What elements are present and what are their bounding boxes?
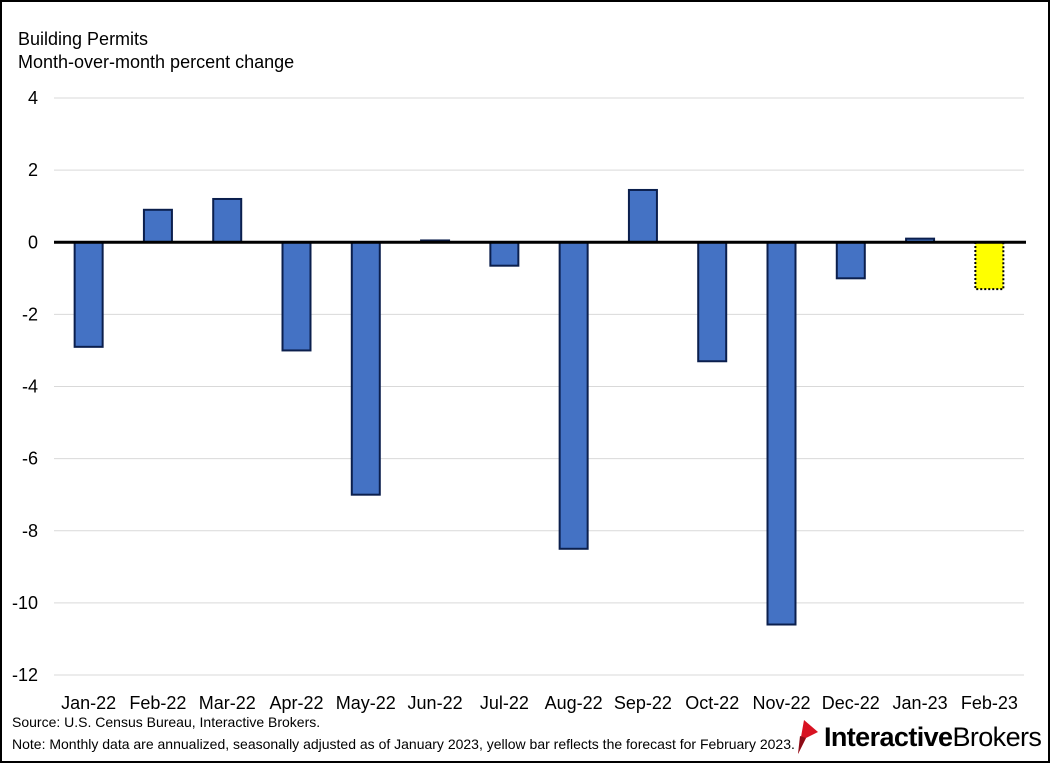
data-bar xyxy=(142,208,173,244)
y-tick-label: -10 xyxy=(12,593,38,613)
data-bar xyxy=(835,241,866,280)
data-bar xyxy=(766,241,797,626)
x-tick-label: Jan-23 xyxy=(893,693,948,713)
data-bar xyxy=(558,241,589,550)
x-tick-label: Sep-22 xyxy=(614,693,672,713)
data-bar xyxy=(212,197,243,244)
x-tick-label: Jan-22 xyxy=(61,693,116,713)
methodology-note: Note: Monthly data are annualized, seaso… xyxy=(12,736,795,752)
x-tick-label: Mar-22 xyxy=(199,693,256,713)
x-tick-label: Jul-22 xyxy=(480,693,529,713)
x-tick-label: Nov-22 xyxy=(752,693,810,713)
chart-subtitle: Month-over-month percent change xyxy=(18,52,295,72)
source-note: Source: U.S. Census Bureau, Interactive … xyxy=(12,714,321,730)
y-tick-label: -6 xyxy=(22,449,38,469)
x-tick-label: Jun-22 xyxy=(408,693,463,713)
x-tick-label: Oct-22 xyxy=(685,693,739,713)
y-tick-label: 4 xyxy=(28,88,38,108)
y-tick-label: -4 xyxy=(22,377,38,397)
y-tick-label: -12 xyxy=(12,665,38,685)
chart-title-block: Building Permits Month-over-month percen… xyxy=(18,28,294,74)
brokers-flag-icon xyxy=(798,720,818,754)
interactive-brokers-logo: InteractiveBrokers xyxy=(794,716,1048,758)
data-bar xyxy=(627,188,658,244)
data-bar xyxy=(350,241,381,496)
x-tick-label: Feb-22 xyxy=(129,693,186,713)
chart-title: Building Permits xyxy=(18,29,149,49)
x-tick-label: Aug-22 xyxy=(545,693,603,713)
logo-wordmark-regular: Brokers xyxy=(952,721,1042,752)
data-bar xyxy=(281,241,312,352)
y-tick-label: 2 xyxy=(28,160,38,180)
x-tick-label: Apr-22 xyxy=(269,693,323,713)
y-tick-label: -2 xyxy=(22,304,38,324)
forecast-bar xyxy=(974,241,1005,291)
data-bar xyxy=(73,241,104,348)
logo-wordmark-bold: Interactive xyxy=(824,721,953,752)
y-tick-label: -8 xyxy=(22,521,38,541)
logo-wordmark: InteractiveBrokers xyxy=(824,721,1042,753)
y-tick-label: 0 xyxy=(28,232,38,252)
data-bar xyxy=(489,241,520,267)
x-tick-label: Feb-23 xyxy=(961,693,1018,713)
x-tick-label: Dec-22 xyxy=(822,693,880,713)
x-tick-label: May-22 xyxy=(336,693,396,713)
data-bar xyxy=(697,241,728,363)
